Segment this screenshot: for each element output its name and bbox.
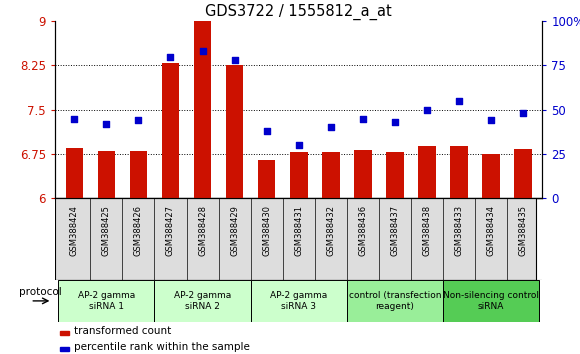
Text: GSM388434: GSM388434 [487, 205, 495, 256]
Point [198, 48, 207, 54]
Bar [59, 280, 154, 322]
Text: GSM388433: GSM388433 [455, 205, 463, 256]
Text: percentile rank within the sample: percentile rank within the sample [74, 342, 249, 352]
Point [422, 107, 432, 113]
Bar [226, 65, 244, 198]
Text: control (transfection
reagent): control (transfection reagent) [349, 291, 441, 310]
Bar [514, 149, 532, 198]
Bar [97, 151, 115, 198]
Point [230, 57, 239, 63]
Bar [322, 152, 339, 198]
Text: GSM388426: GSM388426 [134, 205, 143, 256]
Point [294, 142, 303, 148]
Bar [347, 280, 443, 322]
Bar [354, 150, 372, 198]
Bar [482, 154, 500, 198]
Text: GSM388428: GSM388428 [198, 205, 207, 256]
Bar [443, 280, 539, 322]
Bar [251, 280, 347, 322]
Text: GSM388436: GSM388436 [358, 205, 367, 256]
Text: GSM388435: GSM388435 [519, 205, 528, 256]
Text: GSM388427: GSM388427 [166, 205, 175, 256]
Text: AP-2 gamma
siRNA 2: AP-2 gamma siRNA 2 [174, 291, 231, 310]
Text: protocol: protocol [19, 286, 62, 297]
Bar [154, 280, 251, 322]
Bar [129, 151, 147, 198]
Point [326, 125, 335, 130]
Point [166, 54, 175, 59]
Text: GSM388424: GSM388424 [70, 205, 79, 256]
Text: GSM388429: GSM388429 [230, 205, 239, 256]
Bar [66, 148, 83, 198]
Bar [60, 347, 69, 351]
Text: GSM388437: GSM388437 [390, 205, 400, 256]
Bar [418, 146, 436, 198]
Text: GSM388432: GSM388432 [327, 205, 335, 256]
Bar [290, 152, 307, 198]
Text: transformed count: transformed count [74, 326, 171, 336]
Text: GSM388425: GSM388425 [102, 205, 111, 256]
Text: AP-2 gamma
siRNA 3: AP-2 gamma siRNA 3 [270, 291, 327, 310]
Bar [162, 63, 179, 198]
Text: GSM388430: GSM388430 [262, 205, 271, 256]
Title: GDS3722 / 1555812_a_at: GDS3722 / 1555812_a_at [205, 4, 392, 20]
Point [358, 116, 368, 121]
Point [70, 116, 79, 121]
Bar [60, 331, 69, 335]
Point [519, 110, 528, 116]
Text: GSM388431: GSM388431 [294, 205, 303, 256]
Point [102, 121, 111, 127]
Point [134, 118, 143, 123]
Bar [450, 146, 468, 198]
Point [454, 98, 463, 104]
Point [262, 128, 271, 134]
Bar [386, 152, 404, 198]
Text: Non-silencing control
siRNA: Non-silencing control siRNA [443, 291, 539, 310]
Bar [194, 21, 211, 198]
Point [487, 118, 496, 123]
Text: AP-2 gamma
siRNA 1: AP-2 gamma siRNA 1 [78, 291, 135, 310]
Point [390, 119, 400, 125]
Text: GSM388438: GSM388438 [422, 205, 432, 256]
Bar [258, 160, 276, 198]
